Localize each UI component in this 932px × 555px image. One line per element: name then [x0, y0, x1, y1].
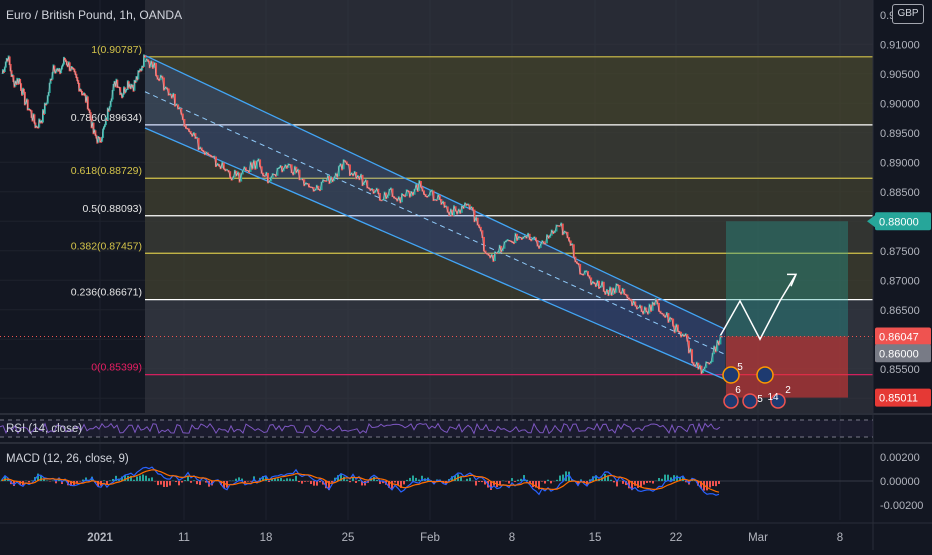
rsi-band-fill	[0, 420, 873, 437]
mid-price-tag: 0.86000	[879, 348, 919, 360]
time-axis-label: 22	[670, 532, 683, 544]
macd-signal-line	[1, 469, 720, 493]
price-line	[1, 54, 146, 143]
price-line	[144, 58, 723, 375]
fib-band	[145, 215, 873, 254]
economic-event-marker	[723, 393, 739, 409]
fib-level-label: 1(0.90787)	[91, 44, 142, 56]
event-count-label: 2	[785, 385, 791, 396]
last-price-tag: 0.86047	[879, 331, 919, 343]
economic-event-marker	[770, 393, 786, 409]
event-count-label: 5	[737, 362, 743, 373]
currency-badge[interactable]: GBP	[892, 4, 924, 24]
time-axis-label: Feb	[420, 532, 440, 544]
macd-axis-tick: -0.00200	[880, 500, 923, 512]
time-axis-label: Mar	[748, 532, 768, 544]
event-count-label: 14	[767, 392, 779, 403]
time-axis-label: 15	[589, 532, 602, 544]
mid-price-tag-bg	[875, 344, 931, 363]
fib-band	[145, 124, 873, 179]
stop-price-tag-bg	[875, 388, 931, 407]
fib-band	[145, 56, 873, 125]
channel-upper-line	[144, 54, 726, 330]
fib-level-label: 0.618(0.88729)	[71, 165, 142, 177]
channel-median-line	[144, 91, 726, 355]
price-axis-tick: 0.90500	[880, 69, 920, 81]
economic-event-marker	[722, 366, 740, 384]
time-axis-label: 2021	[87, 532, 113, 544]
time-axis-label: 8	[837, 532, 843, 544]
price-axis-tick: 0.91000	[880, 39, 920, 51]
price-axis-tick: 0.90000	[880, 98, 920, 110]
fib-level-label: 0.5(0.88093)	[82, 203, 142, 215]
price-axis-tick: 0.89000	[880, 157, 920, 169]
projection-arrowhead	[787, 273, 798, 287]
time-axis-label: 18	[260, 532, 273, 544]
economic-event-marker	[756, 366, 774, 384]
fib-level-label: 0.382(0.87457)	[71, 240, 142, 252]
time-axis-label: 8	[509, 532, 515, 544]
economic-event-marker	[742, 393, 758, 409]
macd-line	[1, 466, 720, 496]
price-axis-bg	[873, 0, 932, 550]
time-axis-label: 11	[178, 532, 190, 544]
projection-path	[719, 273, 797, 341]
event-count-label: 6	[735, 385, 741, 396]
symbol-title[interactable]: Euro / British Pound, 1h, OANDA	[6, 8, 183, 22]
macd-axis-tick: 0.00000	[880, 476, 920, 488]
price-axis-tick: 0.87000	[880, 275, 920, 287]
fib-level-label: 0(0.85399)	[91, 362, 142, 374]
position-loss-zone	[726, 336, 848, 398]
price-axis-tick: 0.85500	[880, 364, 920, 376]
fib-band	[145, 253, 873, 300]
fib-band	[145, 178, 873, 216]
rsi-label[interactable]: RSI (14, close)	[6, 423, 83, 435]
price-axis-tick: 0.87500	[880, 246, 920, 258]
event-count-label: 5	[757, 394, 763, 405]
stop-price-tag: 0.85011	[879, 393, 918, 405]
position-profit-zone	[726, 221, 848, 337]
target-tag-pointer	[867, 215, 875, 228]
target-price-tag-bg	[875, 212, 931, 231]
target-price-tag: 0.88000	[879, 216, 919, 228]
price-axis-tick: 0.89500	[880, 128, 920, 140]
price-axis-tick: 0.88500	[880, 187, 920, 199]
regression-channel-fill	[145, 55, 725, 380]
macd-axis-tick: 0.00200	[880, 452, 920, 464]
price-axis-tick: 0.86500	[880, 305, 920, 317]
last-price-tag-bg	[875, 327, 931, 346]
macd-label[interactable]: MACD (12, 26, close, 9)	[6, 453, 129, 465]
time-axis-label: 25	[342, 532, 355, 544]
rsi-line	[0, 422, 721, 435]
fib-level-label: 0.236(0.86671)	[71, 287, 142, 299]
channel-lower-line	[144, 127, 726, 380]
